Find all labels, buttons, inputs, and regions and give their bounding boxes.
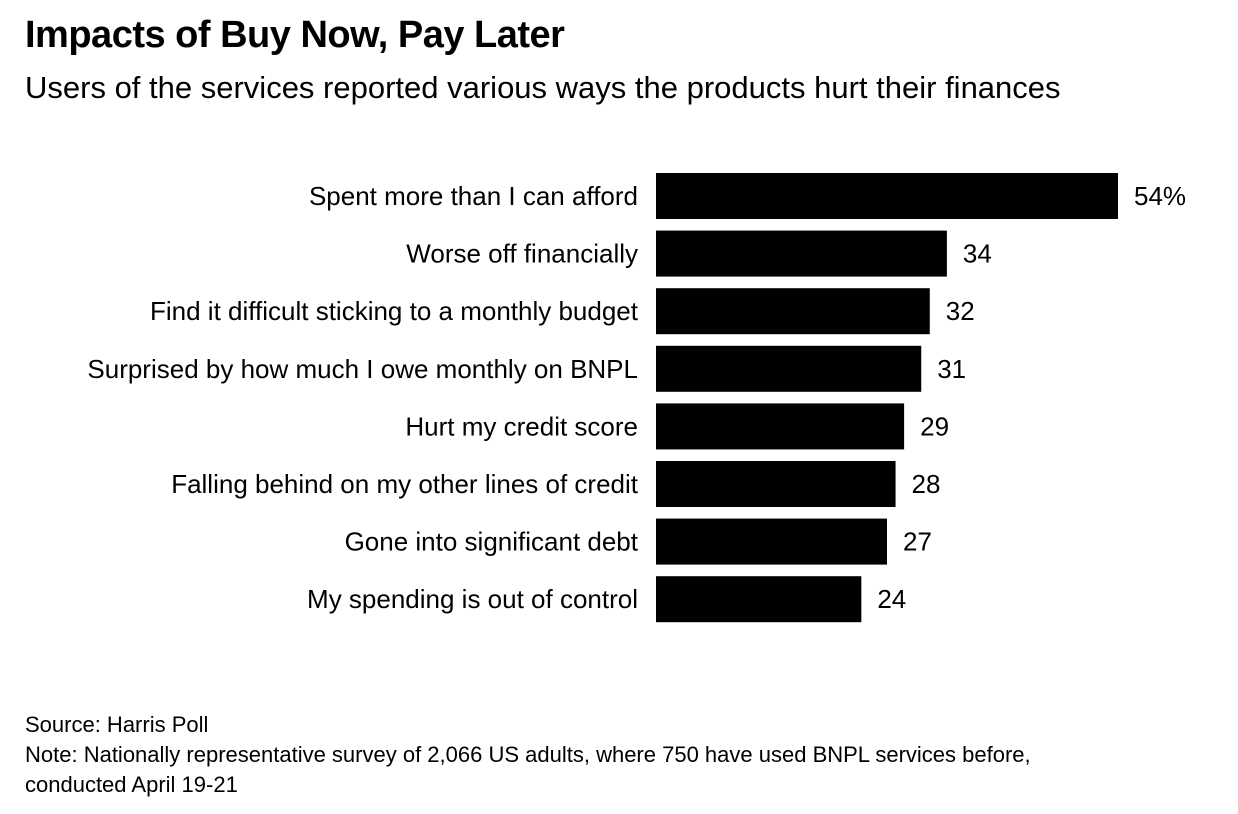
value-label: 24 — [877, 584, 906, 614]
value-label: 54% — [1134, 181, 1186, 211]
value-label: 34 — [963, 239, 992, 269]
bar — [656, 518, 887, 565]
category-label: Surprised by how much I owe monthly on B… — [87, 354, 638, 384]
survey-note-line-2: conducted April 19-21 — [25, 772, 238, 797]
category-label: Gone into significant debt — [345, 527, 639, 557]
bar — [656, 230, 947, 277]
survey-note-line-1: Note: Nationally representative survey o… — [25, 742, 1031, 767]
value-label: 27 — [903, 527, 932, 557]
value-label: 29 — [920, 411, 949, 441]
value-label: 28 — [912, 469, 941, 499]
value-label: 32 — [946, 296, 975, 326]
value-label: 31 — [937, 354, 966, 384]
category-label: Spent more than I can afford — [309, 181, 638, 211]
chart-title: Impacts of Buy Now, Pay Later — [25, 14, 565, 56]
bar — [656, 576, 862, 623]
category-label: My spending is out of control — [307, 584, 638, 614]
category-label: Find it difficult sticking to a monthly … — [150, 296, 639, 326]
bar — [656, 173, 1118, 219]
chart-subtitle: Users of the services reported various w… — [25, 70, 1061, 105]
bar — [656, 403, 905, 450]
bar — [656, 288, 930, 335]
chart-footer: Source: Harris Poll Note: Nationally rep… — [25, 710, 1225, 800]
bar — [656, 461, 896, 507]
bar-chart: Spent more than I can afford 54% Worse off… — [87, 173, 1186, 623]
category-label: Hurt my credit score — [405, 411, 638, 441]
category-label: Worse off financially — [406, 239, 638, 269]
bar — [656, 345, 922, 392]
source-note: Source: Harris Poll — [25, 712, 209, 737]
category-label: Falling behind on my other lines of cred… — [171, 469, 639, 499]
